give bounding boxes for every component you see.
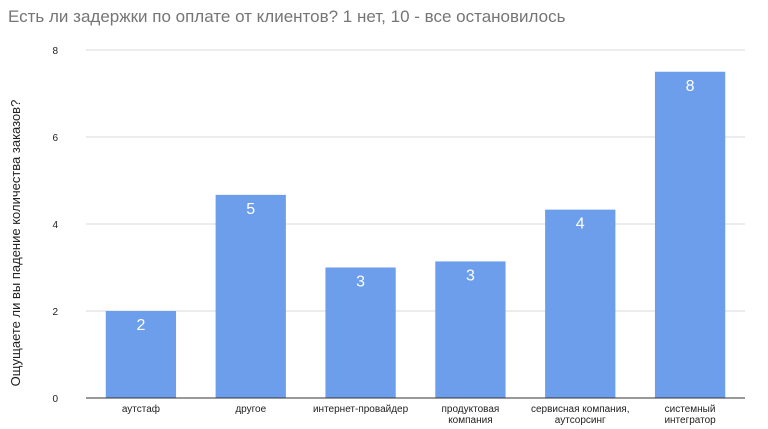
chart-title: Есть ли задержки по оплате от клиентов? …	[8, 7, 566, 26]
bar	[105, 311, 177, 398]
x-category-label: другое	[235, 404, 266, 415]
data-labels: 2 5 3 3 4 8	[136, 78, 694, 334]
y-tick-label: 0	[52, 394, 58, 405]
x-category-label: компания	[448, 415, 492, 426]
y-axis-ticks: 0 2 4 6 8	[52, 46, 58, 405]
y-tick-label: 2	[52, 307, 58, 318]
x-axis-categories: аутстаф другое интернет-провайдер продуктов…	[122, 403, 716, 426]
x-category-label: продуктовая	[441, 404, 499, 415]
x-category-label: интернет-провайдер	[313, 404, 409, 415]
y-axis-label: Ощущаете ли вы падение количества заказо…	[8, 100, 23, 387]
x-category-label: системный	[665, 404, 716, 415]
bar	[435, 261, 506, 398]
bar	[325, 267, 396, 398]
y-tick-label: 8	[52, 46, 58, 57]
x-category-label: интегратор	[664, 415, 716, 426]
bar-data-label: 4	[576, 216, 585, 233]
bar	[545, 209, 616, 398]
y-tick-label: 4	[52, 220, 58, 231]
x-category-label: аутсорсинг	[555, 415, 606, 426]
y-tick-label: 6	[52, 133, 58, 144]
bar-data-label: 8	[686, 78, 695, 95]
bar-data-label: 3	[356, 274, 365, 291]
x-category-label: сервисная компания,	[531, 404, 630, 415]
bar-data-label: 3	[466, 267, 475, 284]
bar	[215, 194, 286, 398]
bar	[654, 71, 726, 398]
bar-data-label: 5	[246, 201, 255, 218]
bar-data-label: 2	[136, 317, 145, 334]
gridlines	[86, 49, 745, 312]
x-category-label: аутстаф	[122, 403, 160, 415]
bars	[105, 71, 726, 398]
